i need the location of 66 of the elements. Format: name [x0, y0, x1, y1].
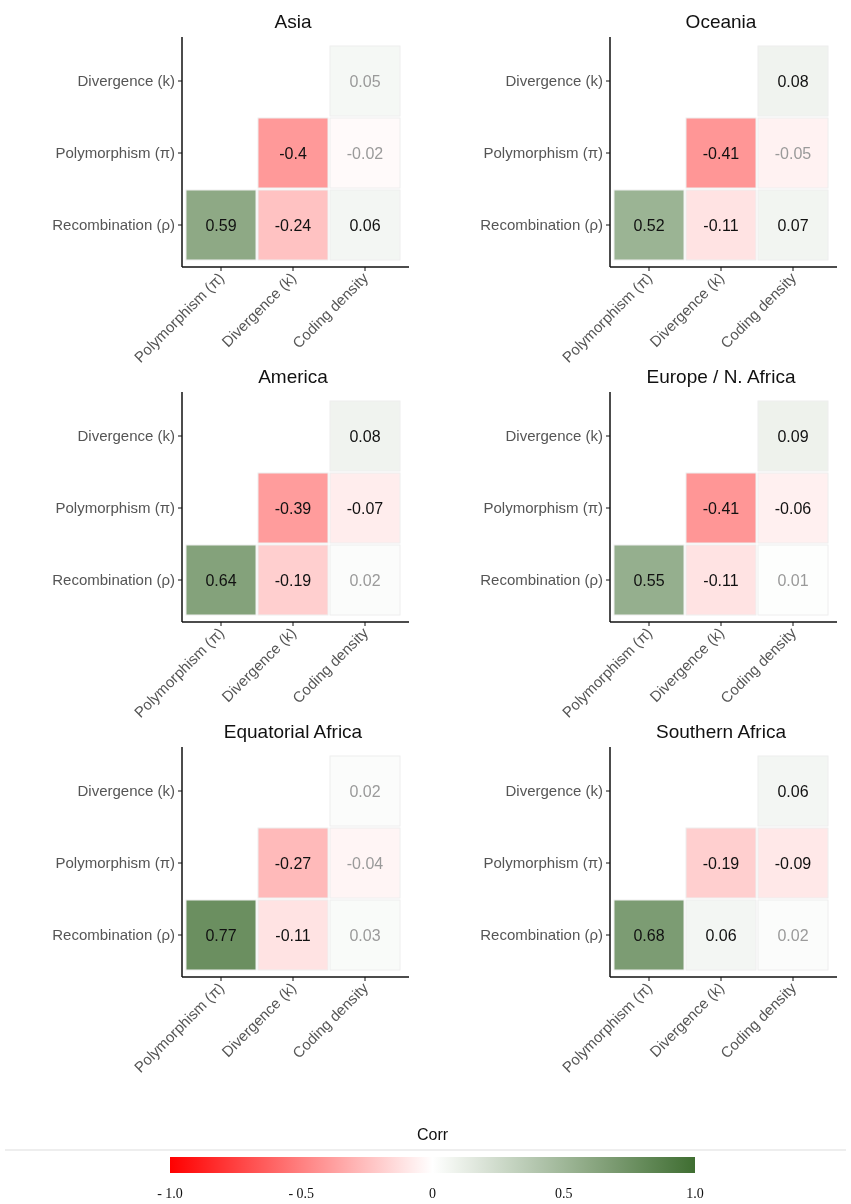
color-bar-label: 0: [429, 1186, 436, 1201]
data-label: -0.39: [274, 500, 312, 517]
data-label: 0.02: [349, 572, 381, 589]
chart-title: Oceania: [685, 11, 757, 32]
data-label: 0.02: [777, 927, 809, 944]
data-label: 0.03: [349, 927, 381, 944]
data-label: 0.55: [633, 572, 665, 589]
y-tick-label: Divergence (k): [77, 427, 175, 444]
data-label: 0.06: [777, 783, 809, 800]
y-tick-label: Recombination (ρ): [480, 216, 603, 233]
y-tick-label: Divergence (k): [505, 782, 603, 799]
y-tick-label: Recombination (ρ): [52, 926, 175, 943]
chart-title: Equatorial Africa: [223, 721, 363, 742]
data-label: 0.08: [349, 428, 381, 445]
data-label: 0.06: [349, 217, 381, 234]
y-tick-label: Divergence (k): [77, 72, 175, 89]
data-label: 0.64: [205, 572, 237, 589]
color-bar-label: - 0.5: [288, 1186, 315, 1201]
data-label: -0.05: [774, 145, 812, 162]
y-tick-label: Divergence (k): [505, 72, 603, 89]
chart-title: Southern Africa: [656, 721, 787, 742]
data-label: -0.19: [702, 855, 740, 872]
data-label: 0.09: [777, 428, 809, 445]
y-tick-label: Recombination (ρ): [480, 571, 603, 588]
data-label: 0.77: [205, 927, 237, 944]
data-label: -0.41: [702, 500, 740, 517]
data-label: -0.11: [703, 217, 739, 234]
data-label: 0.06: [705, 927, 737, 944]
y-tick-label: Polymorphism (π): [483, 499, 603, 516]
y-tick-label: Polymorphism (π): [483, 854, 603, 871]
y-tick-label: Polymorphism (π): [483, 144, 603, 161]
data-label: 0.52: [633, 217, 665, 234]
data-label: -0.41: [702, 145, 740, 162]
color-bar-label: - 1.0: [157, 1186, 183, 1201]
color-bar-label: 1.0: [686, 1186, 704, 1201]
y-tick-label: Polymorphism (π): [55, 499, 175, 516]
data-label: -0.4: [279, 145, 307, 162]
data-label: 0.01: [777, 572, 809, 589]
data-label: 0.68: [633, 927, 665, 944]
y-tick-label: Divergence (k): [77, 782, 175, 799]
data-label: -0.06: [774, 500, 812, 517]
data-label: -0.07: [346, 500, 384, 517]
chart-title: Europe / N. Africa: [646, 366, 796, 387]
chart-title: America: [258, 366, 329, 387]
y-tick-label: Recombination (ρ): [52, 216, 175, 233]
y-tick-label: Divergence (k): [505, 427, 603, 444]
color-bar-label: 0.5: [555, 1186, 573, 1201]
y-tick-label: Polymorphism (π): [55, 854, 175, 871]
data-label: -0.19: [274, 572, 312, 589]
color-bar-title: Corr: [416, 1126, 449, 1143]
data-label: -0.11: [275, 927, 311, 944]
y-tick-label: Recombination (ρ): [480, 926, 603, 943]
data-label: 0.07: [777, 217, 809, 234]
data-label: -0.09: [774, 855, 812, 872]
y-tick-label: Recombination (ρ): [52, 571, 175, 588]
data-label: 0.05: [349, 73, 381, 90]
data-label: 0.59: [205, 217, 237, 234]
data-label: -0.27: [274, 855, 312, 872]
data-label: 0.08: [777, 73, 809, 90]
chart-title: Asia: [274, 11, 312, 32]
y-tick-label: Polymorphism (π): [55, 144, 175, 161]
data-label: -0.04: [346, 855, 384, 872]
data-label: 0.02: [349, 783, 381, 800]
data-label: -0.11: [703, 572, 739, 589]
data-label: -0.24: [274, 217, 312, 234]
data-label: -0.02: [346, 145, 384, 162]
